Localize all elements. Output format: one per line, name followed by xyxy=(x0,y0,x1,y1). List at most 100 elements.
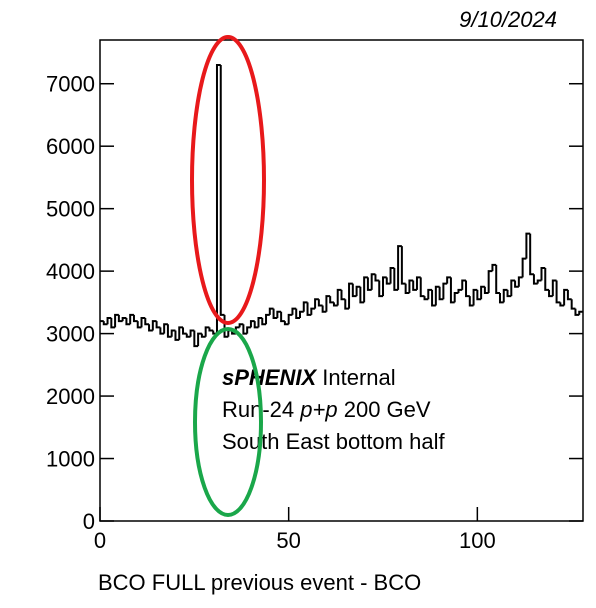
histogram-bin xyxy=(514,280,519,288)
histogram-bin xyxy=(517,276,523,287)
histogram-bin xyxy=(578,310,583,315)
histogram-bin xyxy=(487,270,493,293)
x-tick-label: 0 xyxy=(94,528,106,553)
histogram-bin xyxy=(566,289,572,301)
highlight-ellipse-red xyxy=(190,35,266,325)
histogram-bin xyxy=(457,288,463,293)
histogram-bin xyxy=(427,288,433,300)
run: Run-24 xyxy=(222,397,294,422)
y-tick-label: 3000 xyxy=(46,322,95,347)
histogram-bin xyxy=(574,308,580,316)
histogram-bin xyxy=(472,288,478,306)
plot-frame xyxy=(99,39,584,522)
histogram-bin xyxy=(491,263,497,272)
histogram-bin xyxy=(163,323,168,334)
histogram-bin xyxy=(291,307,297,315)
histogram-bin xyxy=(159,327,165,335)
histogram-bin xyxy=(204,326,210,337)
energy: 200 GeV xyxy=(344,397,431,422)
histogram-bin xyxy=(336,288,342,306)
histogram-bin xyxy=(314,298,319,309)
histogram-bin xyxy=(423,296,429,301)
histogram-bin xyxy=(246,326,251,334)
histogram-bin xyxy=(453,291,459,303)
histogram-bin xyxy=(559,302,565,307)
histogram-bin xyxy=(261,317,267,326)
histogram-bin xyxy=(332,302,338,307)
histogram-bin xyxy=(400,246,406,285)
histogram-bin xyxy=(351,283,357,298)
histogram-bin xyxy=(136,321,142,329)
histogram-bin xyxy=(317,299,323,307)
x-axis-label: BCO FULL previous event - BCO xyxy=(98,570,421,595)
histogram-bin xyxy=(389,267,395,284)
histogram-bin xyxy=(110,317,116,329)
histogram-bin xyxy=(193,330,199,348)
histogram-bin xyxy=(442,282,448,300)
histogram-bin xyxy=(276,310,282,318)
histogram-bin xyxy=(370,273,376,290)
histogram-bin xyxy=(408,279,414,293)
y-tick-label: 5000 xyxy=(46,197,95,222)
histogram-bin xyxy=(480,285,485,300)
histogram-bin xyxy=(310,307,316,315)
histogram-bin xyxy=(465,280,470,298)
histogram-bin xyxy=(185,333,191,338)
histogram-bin xyxy=(563,288,568,306)
system: p+p xyxy=(299,397,337,422)
histogram-bin xyxy=(106,316,112,325)
histogram-bin xyxy=(238,323,244,328)
histogram-bin xyxy=(114,313,119,328)
histogram-bin xyxy=(151,320,157,331)
histogram-bin xyxy=(476,289,482,301)
histogram-bin xyxy=(253,321,259,329)
histogram-bin xyxy=(363,276,368,303)
histogram-bin xyxy=(215,63,221,334)
histogram-bin xyxy=(551,279,557,297)
histogram-bin xyxy=(219,64,225,316)
annotation-line-2: Run-24 p+p 200 GeV xyxy=(222,397,431,422)
y-tick-label: 2000 xyxy=(46,384,95,409)
y-tick-label: 7000 xyxy=(46,72,95,97)
histogram-bin xyxy=(295,308,300,319)
histogram-bin xyxy=(449,277,455,304)
histogram-bin xyxy=(117,314,123,323)
histogram-bin xyxy=(419,277,425,298)
histogram-bin xyxy=(502,288,508,303)
histogram-bin xyxy=(495,264,500,294)
histogram-bin xyxy=(431,289,436,307)
histogram-bin xyxy=(268,307,274,315)
histogram-bin xyxy=(249,320,255,328)
histogram-bin xyxy=(302,301,308,312)
histogram-bin xyxy=(102,321,108,326)
histogram-bin xyxy=(132,314,138,323)
highlight-ellipse-green xyxy=(193,327,263,517)
histogram-bin xyxy=(483,286,489,294)
histogram-bin xyxy=(148,324,153,332)
histogram-bin xyxy=(544,268,550,291)
histogram-bin xyxy=(121,316,127,322)
histogram-bin xyxy=(166,324,172,338)
histogram-bin xyxy=(178,326,184,340)
histogram-bin xyxy=(197,332,202,347)
histogram-bin xyxy=(385,277,391,285)
histogram-bin xyxy=(125,317,131,326)
histogram-bin xyxy=(329,296,334,304)
histogram-bin xyxy=(325,295,331,312)
histogram-bin xyxy=(283,321,289,326)
histogram-bin xyxy=(555,280,561,304)
histogram-bin xyxy=(434,285,440,306)
annotation-line-3: South East bottom half xyxy=(222,429,445,454)
histogram-bin xyxy=(510,279,516,297)
histogram-bin xyxy=(415,276,421,290)
histogram xyxy=(100,63,583,348)
histogram-bin xyxy=(525,232,531,259)
histogram-bin xyxy=(374,274,380,282)
histogram-bin xyxy=(532,274,538,285)
y-tick-label: 0 xyxy=(83,509,95,534)
histogram-bin xyxy=(340,289,346,301)
histogram-bin xyxy=(570,299,576,310)
histogram-bin xyxy=(446,276,451,284)
histogram-bin xyxy=(461,279,467,290)
histogram-bin xyxy=(536,279,542,284)
